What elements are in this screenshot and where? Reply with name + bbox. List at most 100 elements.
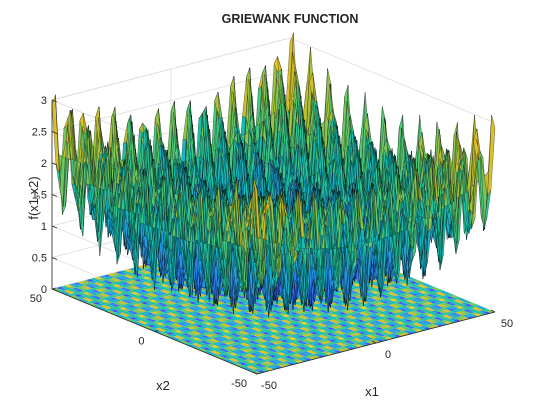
contour-cell — [304, 340, 313, 344]
contour-cell — [356, 305, 365, 308]
contour-cell — [448, 303, 457, 306]
contour-cell — [392, 302, 401, 306]
contour-cell — [93, 282, 102, 285]
contour-cell — [252, 304, 261, 308]
contour-cell — [161, 318, 169, 322]
contour-cell — [399, 325, 408, 329]
contour-cell — [206, 311, 215, 315]
contour-cell — [164, 305, 172, 309]
contour-cell — [66, 294, 75, 297]
contour-cell — [349, 319, 357, 322]
contour-cell — [348, 321, 357, 325]
contour-cell — [459, 307, 468, 311]
contour-cell — [409, 301, 418, 304]
contour-cell — [333, 335, 342, 339]
contour-cell — [343, 342, 352, 346]
contour-cell — [138, 277, 147, 281]
contour-cell — [394, 314, 402, 318]
contour-cell — [291, 309, 300, 313]
contour-cell — [404, 287, 413, 291]
contour-cell — [317, 352, 326, 355]
contour-cell — [260, 339, 269, 343]
contour-cell — [336, 322, 345, 326]
contour-cell — [298, 347, 307, 350]
contour-cell — [361, 335, 370, 339]
contour-cell — [351, 328, 359, 332]
contour-cell — [387, 306, 396, 310]
contour-cell — [394, 332, 403, 335]
contour-cell — [253, 334, 262, 337]
contour-cell — [267, 362, 276, 366]
contour-cell — [162, 279, 170, 282]
contour-cell — [299, 324, 308, 328]
contour-cell — [142, 313, 151, 317]
contour-cell — [249, 369, 258, 373]
contour-cell — [106, 296, 115, 299]
contour-cell — [403, 324, 412, 328]
contour-cell — [155, 325, 164, 328]
contour-cell — [476, 305, 484, 309]
contour-cell — [156, 319, 165, 323]
contour-cell — [141, 319, 149, 322]
contour-cell — [337, 337, 345, 340]
contour-cell — [189, 316, 198, 319]
contour-cell — [265, 316, 274, 319]
contour-cell — [334, 293, 343, 296]
contour-cell — [391, 325, 400, 329]
contour-cell — [226, 314, 235, 317]
contour-cell — [258, 347, 267, 351]
contour-cell — [352, 303, 361, 307]
contour-cell — [287, 325, 296, 328]
contour-cell — [268, 357, 277, 361]
contour-cell — [356, 302, 365, 305]
contour-cell — [344, 303, 353, 306]
contour-cell — [295, 343, 304, 346]
contour-cell — [421, 283, 430, 286]
contour-cell — [287, 308, 296, 311]
contour-cell — [93, 299, 102, 302]
contour-cell — [347, 307, 356, 310]
contour-cell — [457, 301, 466, 304]
contour-cell — [245, 336, 254, 340]
contour-cell — [428, 286, 437, 289]
contour-cell — [279, 310, 287, 313]
contour-cell — [143, 274, 152, 277]
contour-cell — [164, 303, 173, 306]
contour-cell — [306, 350, 314, 353]
contour-cell — [296, 303, 305, 306]
contour-cell — [390, 296, 399, 299]
contour-cell — [396, 284, 405, 288]
contour-cell — [325, 335, 334, 338]
contour-cell — [313, 353, 322, 356]
contour-cell — [220, 305, 228, 309]
contour-cell — [196, 321, 205, 325]
contour-cell — [160, 284, 169, 287]
contour-cell — [235, 309, 244, 312]
contour-cell — [388, 286, 397, 290]
contour-cell — [372, 288, 380, 292]
contour-cell — [158, 314, 166, 318]
contour-cell — [415, 292, 424, 295]
contour-cell — [271, 344, 280, 348]
contour-cell — [441, 317, 450, 320]
contour-cell — [188, 338, 197, 342]
contour-cell — [254, 348, 263, 352]
contour-cell — [75, 291, 84, 295]
contour-cell — [253, 368, 262, 372]
contour-cell — [229, 333, 238, 336]
contour-cell — [215, 326, 224, 330]
contour-cell — [446, 311, 455, 314]
contour-cell — [247, 343, 256, 346]
contour-cell — [219, 343, 228, 346]
contour-cell — [339, 326, 348, 330]
contour-cell — [325, 318, 334, 321]
contour-cell — [393, 300, 402, 303]
contour-cell — [298, 332, 306, 336]
contour-cell — [381, 301, 390, 304]
contour-cell — [124, 303, 133, 307]
contour-cell — [345, 317, 354, 321]
contour-cell — [191, 342, 200, 346]
contour-cell — [285, 318, 294, 322]
contour-cell — [121, 299, 130, 303]
contour-cell — [355, 307, 364, 311]
